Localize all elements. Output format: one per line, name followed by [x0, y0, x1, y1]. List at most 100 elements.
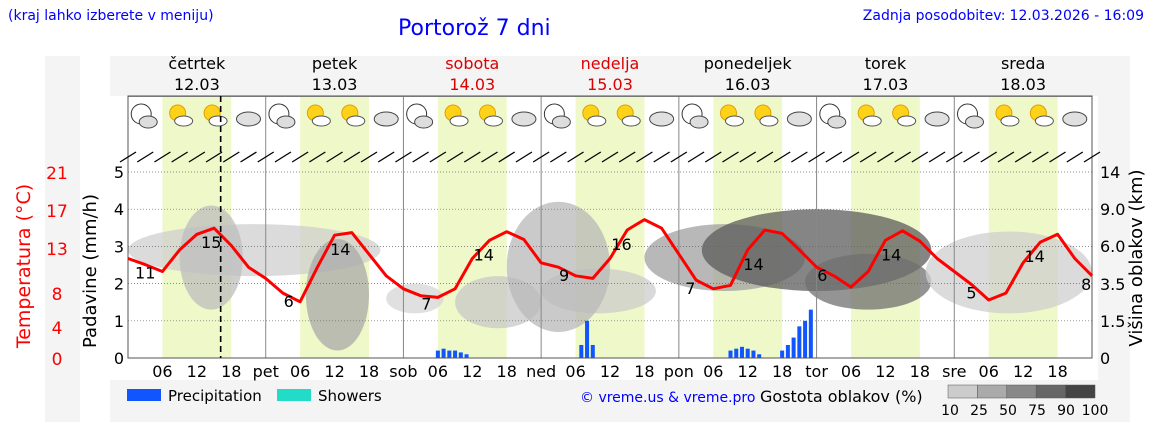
temperature-label: 7 — [421, 295, 431, 314]
temp-tick-label: 4 — [52, 319, 63, 339]
wind-barb-icon — [326, 151, 343, 163]
wind-barb-icon — [205, 151, 223, 163]
cloud-icon — [484, 115, 503, 127]
x-hour-tick-label: 06 — [703, 362, 723, 381]
temperature-label: 14 — [330, 240, 350, 259]
temp-axis-label: Temperatura (°C) — [13, 184, 35, 349]
precip-bar — [797, 326, 802, 358]
wind-barb-icon — [274, 151, 292, 163]
region-hint-link[interactable]: (kraj lahko izberete v meniju) — [8, 8, 214, 24]
wind-barb-icon — [773, 151, 791, 163]
cloud-icon — [236, 111, 261, 127]
wind-barb-icon — [997, 151, 1015, 163]
cloud-density-tick-label: 75 — [1028, 403, 1046, 419]
precip-bar — [803, 320, 808, 358]
temperature-label: 6 — [817, 266, 827, 285]
precip-bar — [458, 352, 463, 358]
wind-barb-icon — [842, 151, 860, 163]
x-day-tick-label: tor — [805, 362, 828, 381]
wind-barb-icon — [154, 151, 171, 163]
temperature-label: 14 — [743, 255, 763, 274]
cloud-icon — [827, 115, 847, 129]
cloud-icon — [414, 115, 434, 129]
x-hour-tick-label: 12 — [462, 362, 482, 381]
wind-barb-icon — [377, 151, 395, 163]
cloud-density-swatch — [1006, 384, 1037, 399]
temperature-label: 14 — [1024, 247, 1044, 266]
cloud-height-tick-label: 0 — [1100, 349, 1110, 368]
last-updated-label: Zadnja posodobitev: — [862, 8, 1006, 24]
cloud-density-shade — [386, 283, 444, 314]
precip-bar — [780, 350, 785, 358]
x-hour-tick-label: 06 — [565, 362, 585, 381]
wind-barb-icon — [894, 151, 911, 163]
precip-bar — [728, 350, 733, 358]
x-hour-tick-label: 12 — [738, 362, 758, 381]
wind-barb-icon — [481, 151, 498, 163]
precip-bar — [734, 348, 739, 358]
cloud-height-axis-label: Višina oblakov (km) — [1126, 169, 1147, 346]
wind-barb-icon — [240, 151, 257, 163]
x-hour-tick-label: 18 — [221, 362, 241, 381]
x-hour-tick-label: 18 — [772, 362, 792, 381]
cloud-density-legend-title: Gostota oblakov (%) — [760, 387, 923, 406]
wind-barb-icon — [1066, 151, 1084, 163]
wind-barb-icon — [808, 151, 825, 163]
wind-barb-icon — [636, 151, 653, 163]
plot-border — [127, 95, 1093, 359]
temperature-line — [127, 218, 1094, 304]
day-date: 12.03 — [174, 75, 220, 94]
last-updated: Zadnja posodobitev: 12.03.2026 - 16:09 — [859, 8, 1144, 24]
cloud-density-swatch — [977, 384, 1008, 399]
cloud-height-tick-label: 9.0 — [1100, 200, 1125, 219]
wind-barb-icon — [911, 151, 929, 163]
cloud-height-tick-label: 3.5 — [1100, 275, 1125, 294]
x-day-tick-label: pet — [253, 362, 279, 381]
temperature-label: 9 — [559, 266, 569, 285]
page-title: Portorož 7 dni — [398, 16, 551, 41]
x-hour-tick-label: 18 — [910, 362, 930, 381]
precip-bar — [453, 350, 458, 358]
cloud-density-shade — [805, 253, 932, 310]
cloud-icon — [924, 111, 950, 127]
day-name: sreda — [1001, 54, 1045, 73]
wind-barb-icon — [1032, 151, 1049, 163]
temperature-label: 16 — [611, 235, 631, 254]
cloud-icon — [689, 115, 709, 129]
day-name: četrtek — [168, 54, 226, 73]
showers-legend-label: Showers — [318, 387, 382, 405]
wind-barb-icon — [171, 151, 188, 163]
x-hour-tick-label: 18 — [1047, 362, 1067, 381]
wind-barb-icon — [291, 151, 309, 163]
x-hour-tick-label: 12 — [187, 362, 207, 381]
left-axis-band — [45, 56, 80, 422]
day-date: 13.03 — [312, 75, 358, 94]
wind-barb-icon — [257, 151, 275, 163]
cloud-density-shade — [305, 238, 370, 351]
wind-barb-icon — [188, 151, 206, 163]
cloud-icon — [897, 115, 917, 127]
wind-barb-icon — [670, 151, 688, 163]
temperature-label: 8 — [1081, 275, 1091, 294]
day-date: 15.03 — [587, 75, 633, 94]
wind-barb-icon — [963, 151, 980, 163]
cloud-icon — [138, 115, 158, 129]
day-date: 16.03 — [725, 75, 771, 94]
wind-barb-icon — [515, 151, 533, 163]
cloud-density-swatch — [947, 384, 978, 399]
wind-barb-icon — [653, 151, 670, 163]
x-hour-tick-label: 18 — [634, 362, 654, 381]
wind-barb-icon — [945, 151, 963, 163]
cloud-icon — [551, 115, 571, 129]
precip-bar — [435, 350, 440, 358]
precip-tick-label: 0 — [114, 349, 124, 368]
precip-tick-label: 1 — [114, 312, 124, 331]
cloud-density-swatch — [1065, 384, 1096, 399]
precip-bar — [757, 354, 762, 358]
wind-barb-icon — [756, 151, 774, 163]
x-day-tick-label: sre — [942, 362, 966, 381]
cloud-density-tick-label: 50 — [999, 403, 1017, 419]
wind-barb-icon — [1049, 151, 1066, 163]
x-day-tick-label: ned — [526, 362, 556, 381]
precipitation-legend-swatch — [127, 389, 161, 401]
